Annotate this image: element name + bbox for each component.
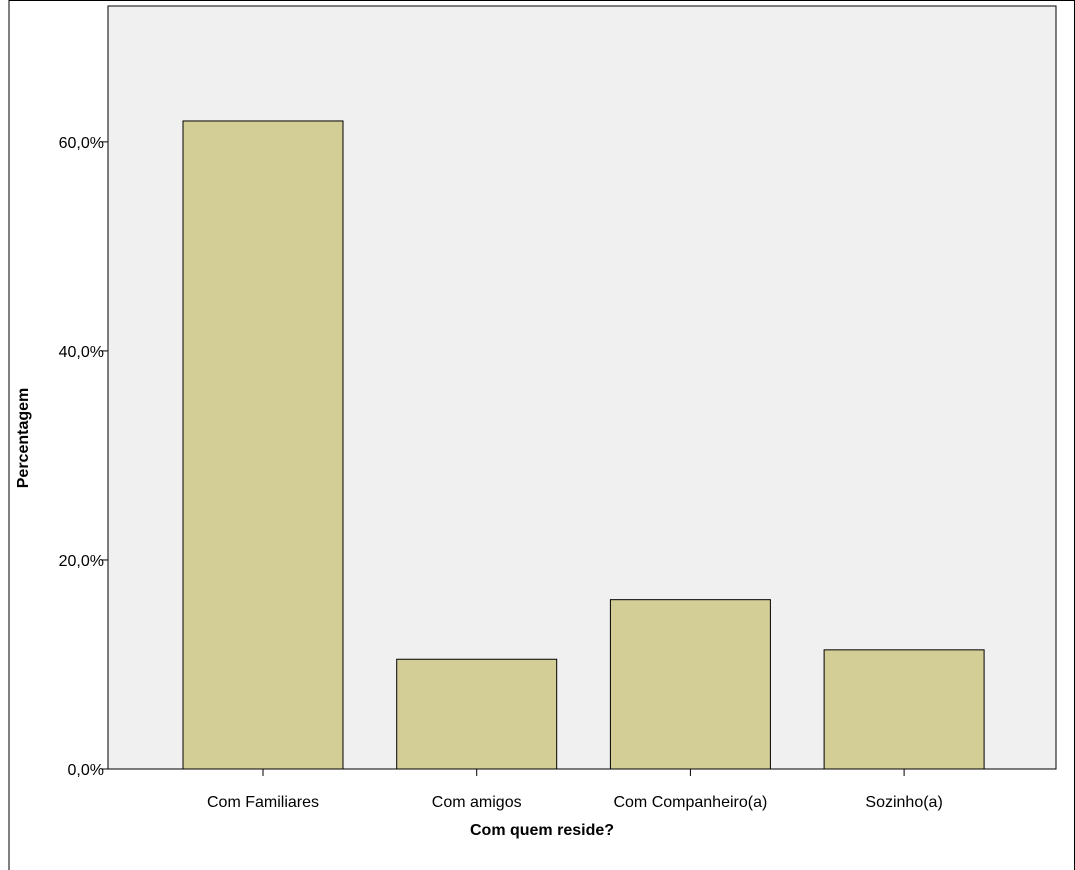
x-tick-label: Com Companheiro(a) <box>613 794 767 811</box>
x-axis: Com Familiares Com amigos Com Companheiro(… <box>207 769 943 811</box>
y-tick-label: 20,0% <box>59 553 104 570</box>
x-axis-title: Com quem reside? <box>470 822 614 839</box>
x-tick-label: Com Familiares <box>207 794 319 811</box>
x-tick-label: Sozinho(a) <box>865 794 942 811</box>
bars-group <box>182 120 985 770</box>
y-tick-label: 60,0% <box>59 135 104 152</box>
x-tick-label: Com amigos <box>432 794 522 811</box>
bar-2 <box>609 599 771 770</box>
y-axis: 0,0% 20,0% 40,0% 60,0% <box>59 135 108 779</box>
y-tick-label: 0,0% <box>68 762 104 779</box>
y-tick-label: 40,0% <box>59 344 104 361</box>
bar-3 <box>823 649 985 770</box>
y-axis-title: Percentagem <box>15 388 32 489</box>
bar-0 <box>182 120 344 770</box>
bar-1 <box>396 658 558 770</box>
